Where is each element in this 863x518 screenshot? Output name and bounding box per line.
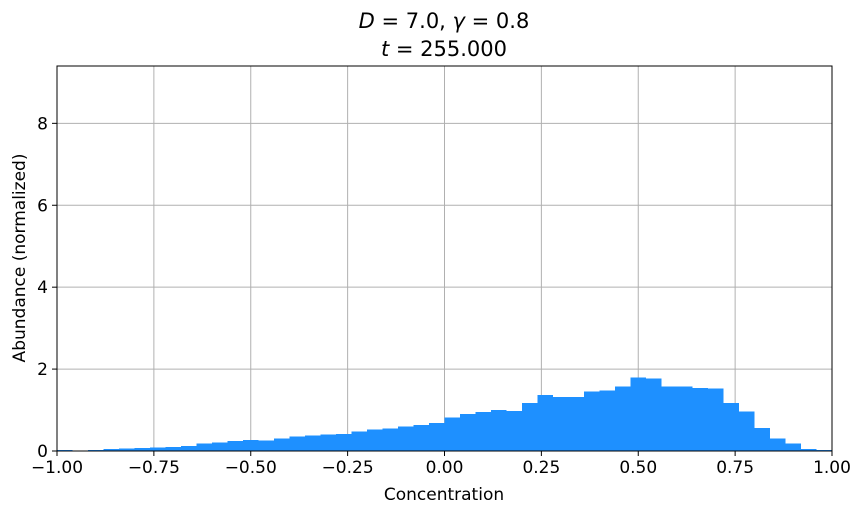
histogram-bar [352, 431, 368, 451]
histogram-bar [584, 392, 600, 451]
x-tick-label: 0.25 [522, 458, 560, 478]
title-t-value: = 255.000 [389, 37, 507, 61]
y-tick-label: 0 [37, 442, 48, 462]
histogram-bar [166, 447, 182, 451]
histogram-bar [569, 397, 585, 451]
histogram-bar [243, 440, 259, 451]
histogram-bar [259, 440, 275, 451]
histogram-bar [491, 410, 507, 451]
histogram-bar [693, 388, 709, 451]
histogram-bar [662, 386, 678, 451]
histogram-bar [507, 411, 523, 451]
title-d-value: = 7.0, [375, 9, 453, 33]
x-tick-label: 0.50 [619, 458, 657, 478]
histogram-bar [646, 379, 662, 451]
histogram-bar [212, 442, 228, 451]
histogram-bar [445, 417, 461, 451]
histogram-bar [770, 439, 786, 451]
title-var-d: D [359, 9, 375, 33]
histogram-bar [538, 395, 554, 451]
histogram-bar [724, 403, 740, 451]
y-tick-label: 8 [37, 114, 48, 134]
histogram-bar [600, 390, 616, 451]
histogram-bar [476, 412, 492, 451]
x-tick-label: 1.00 [813, 458, 851, 478]
histogram-bar [181, 446, 197, 451]
histogram-bar [383, 428, 399, 451]
histogram-bar [290, 437, 306, 451]
y-tick-label: 2 [37, 360, 48, 380]
histogram-bar [631, 377, 647, 451]
histogram-bar [321, 435, 337, 451]
histogram-bar [398, 426, 414, 451]
histogram-bar [305, 435, 321, 451]
histogram-bar [336, 434, 352, 451]
histogram-bar [708, 389, 724, 451]
histogram-bar [429, 423, 445, 451]
x-tick-label: 0.00 [426, 458, 464, 478]
x-axis-label: Concentration [384, 485, 504, 505]
histogram-bar [367, 430, 383, 451]
histogram-bar [414, 425, 430, 451]
chart-title-line-1: D = 7.0, γ = 0.8 [359, 9, 530, 33]
y-tick-label: 6 [37, 196, 48, 216]
histogram-bar [522, 403, 538, 451]
histogram-bar [553, 397, 569, 451]
histogram-bar [150, 447, 166, 451]
histogram-bar [615, 386, 631, 451]
histogram-bar [228, 441, 244, 451]
x-tick-label: −0.50 [225, 458, 277, 478]
histogram-bar [274, 438, 290, 451]
x-tick-label: −0.25 [322, 458, 374, 478]
x-tick-label: 0.75 [716, 458, 754, 478]
x-tick-label: −0.75 [128, 458, 180, 478]
y-axis-label: Abundance (normalized) [10, 154, 30, 363]
chart-title-line-2: t = 255.000 [381, 37, 507, 61]
histogram-bar [786, 444, 802, 451]
y-tick-label: 4 [37, 278, 48, 298]
histogram-bar [197, 444, 213, 451]
histogram-bar [755, 428, 771, 451]
title-gamma-value: = 0.8 [465, 9, 529, 33]
histogram-bar [739, 412, 755, 451]
histogram-bar [460, 414, 476, 451]
histogram-bar [677, 387, 693, 451]
